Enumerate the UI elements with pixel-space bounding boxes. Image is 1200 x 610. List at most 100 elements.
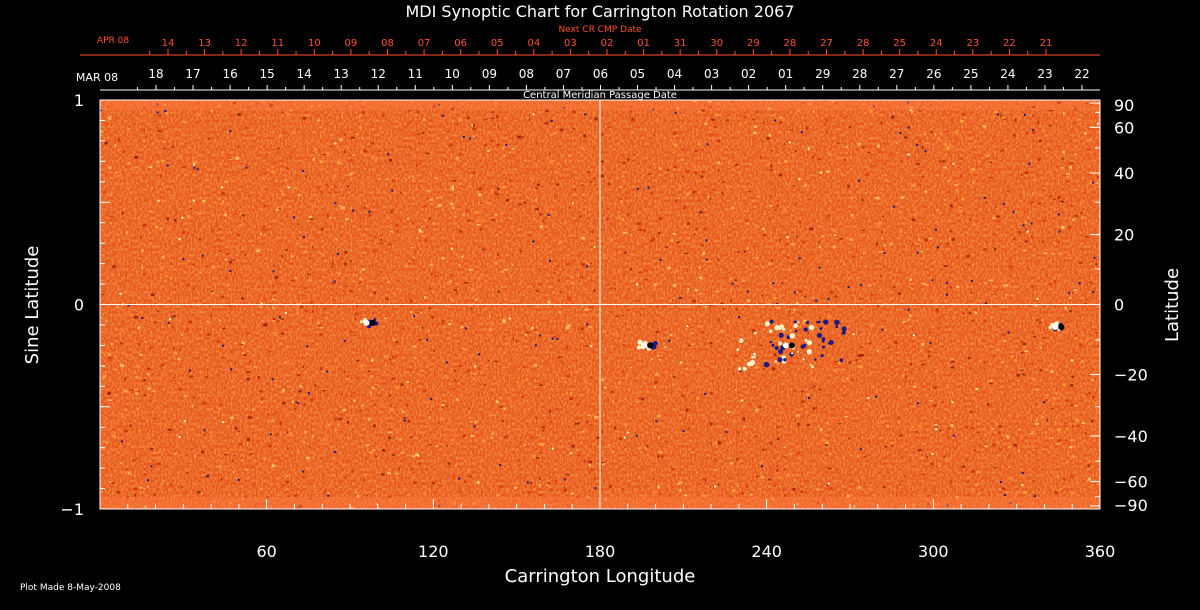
texture-speck (447, 280, 452, 284)
texture-speck (828, 452, 832, 455)
texture-speck (566, 345, 568, 349)
texture-speck (649, 239, 654, 242)
texture-speck (519, 320, 521, 323)
texture-speck (363, 474, 367, 476)
texture-speck (594, 117, 598, 121)
texture-speck (163, 424, 168, 427)
cmp-date-label: 29 (815, 67, 830, 81)
texture-speck (473, 347, 475, 349)
texture-speck (353, 209, 357, 211)
texture-speck (327, 494, 330, 497)
texture-speck (623, 273, 625, 276)
texture-speck (440, 170, 443, 173)
texture-speck (179, 358, 181, 361)
texture-speck (594, 135, 597, 139)
texture-speck (1049, 283, 1052, 286)
texture-speck (1024, 113, 1026, 116)
texture-speck (224, 454, 228, 456)
texture-speck (776, 306, 781, 309)
active-region-spot (763, 361, 770, 368)
texture-speck (123, 353, 127, 355)
texture-speck (1040, 346, 1042, 349)
texture-speck (405, 265, 409, 268)
texture-speck (962, 312, 965, 315)
texture-speck (713, 443, 718, 445)
texture-speck (157, 451, 160, 453)
texture-speck (186, 284, 190, 287)
texture-speck (798, 257, 801, 260)
texture-speck (197, 304, 201, 307)
texture-speck (748, 480, 750, 484)
texture-speck (388, 396, 392, 398)
texture-speck (286, 481, 289, 484)
texture-speck (546, 256, 548, 259)
texture-speck (161, 160, 165, 163)
texture-speck (899, 484, 901, 486)
texture-speck (472, 507, 476, 509)
texture-speck (306, 299, 309, 301)
texture-speck (152, 452, 156, 455)
texture-speck (596, 436, 601, 440)
texture-speck (949, 480, 953, 483)
texture-speck (697, 363, 699, 365)
texture-speck (678, 184, 682, 188)
texture-speck (158, 387, 161, 389)
next-cmp-date-label: 24 (930, 38, 943, 49)
texture-speck (202, 199, 206, 203)
texture-speck (924, 369, 928, 373)
texture-speck (494, 191, 497, 193)
active-region-negative (788, 342, 795, 349)
texture-speck (888, 505, 890, 507)
texture-speck (165, 134, 169, 137)
texture-speck (359, 281, 361, 285)
texture-speck (716, 161, 721, 164)
texture-speck (133, 315, 138, 319)
texture-speck (898, 210, 901, 213)
texture-speck (491, 430, 493, 432)
texture-speck (353, 399, 356, 402)
texture-speck (590, 181, 593, 183)
texture-speck (958, 484, 961, 487)
texture-speck (812, 385, 816, 388)
texture-speck (883, 249, 885, 251)
texture-speck (517, 464, 519, 467)
texture-speck (909, 106, 914, 109)
texture-speck (363, 150, 368, 153)
texture-speck (1024, 350, 1028, 352)
cmp-date-label: 07 (556, 67, 571, 81)
texture-speck (1026, 193, 1028, 195)
texture-speck (463, 480, 467, 483)
texture-speck (685, 408, 689, 412)
texture-speck (549, 259, 551, 262)
texture-speck (927, 350, 931, 353)
texture-speck (511, 393, 516, 395)
texture-speck (658, 359, 662, 361)
texture-speck (672, 233, 676, 236)
texture-speck (757, 195, 760, 198)
texture-speck (834, 295, 838, 298)
texture-speck (1075, 419, 1079, 422)
texture-speck (939, 131, 942, 133)
texture-speck (289, 287, 293, 289)
texture-speck (792, 251, 795, 253)
texture-speck (924, 150, 927, 153)
texture-speck (309, 257, 312, 260)
active-region-negative (369, 319, 376, 326)
texture-speck (939, 342, 941, 345)
texture-speck (441, 257, 445, 260)
texture-speck (327, 492, 330, 494)
texture-speck (351, 157, 353, 160)
texture-speck (590, 231, 595, 233)
texture-speck (1032, 115, 1035, 117)
texture-speck (152, 446, 156, 448)
texture-speck (787, 256, 790, 259)
texture-speck (612, 450, 614, 453)
texture-speck (174, 218, 177, 222)
texture-speck (274, 276, 279, 280)
texture-speck (551, 447, 554, 450)
texture-speck (769, 204, 773, 207)
texture-speck (105, 319, 107, 322)
texture-speck (389, 408, 394, 411)
texture-speck (1081, 422, 1085, 424)
texture-speck (642, 322, 645, 324)
